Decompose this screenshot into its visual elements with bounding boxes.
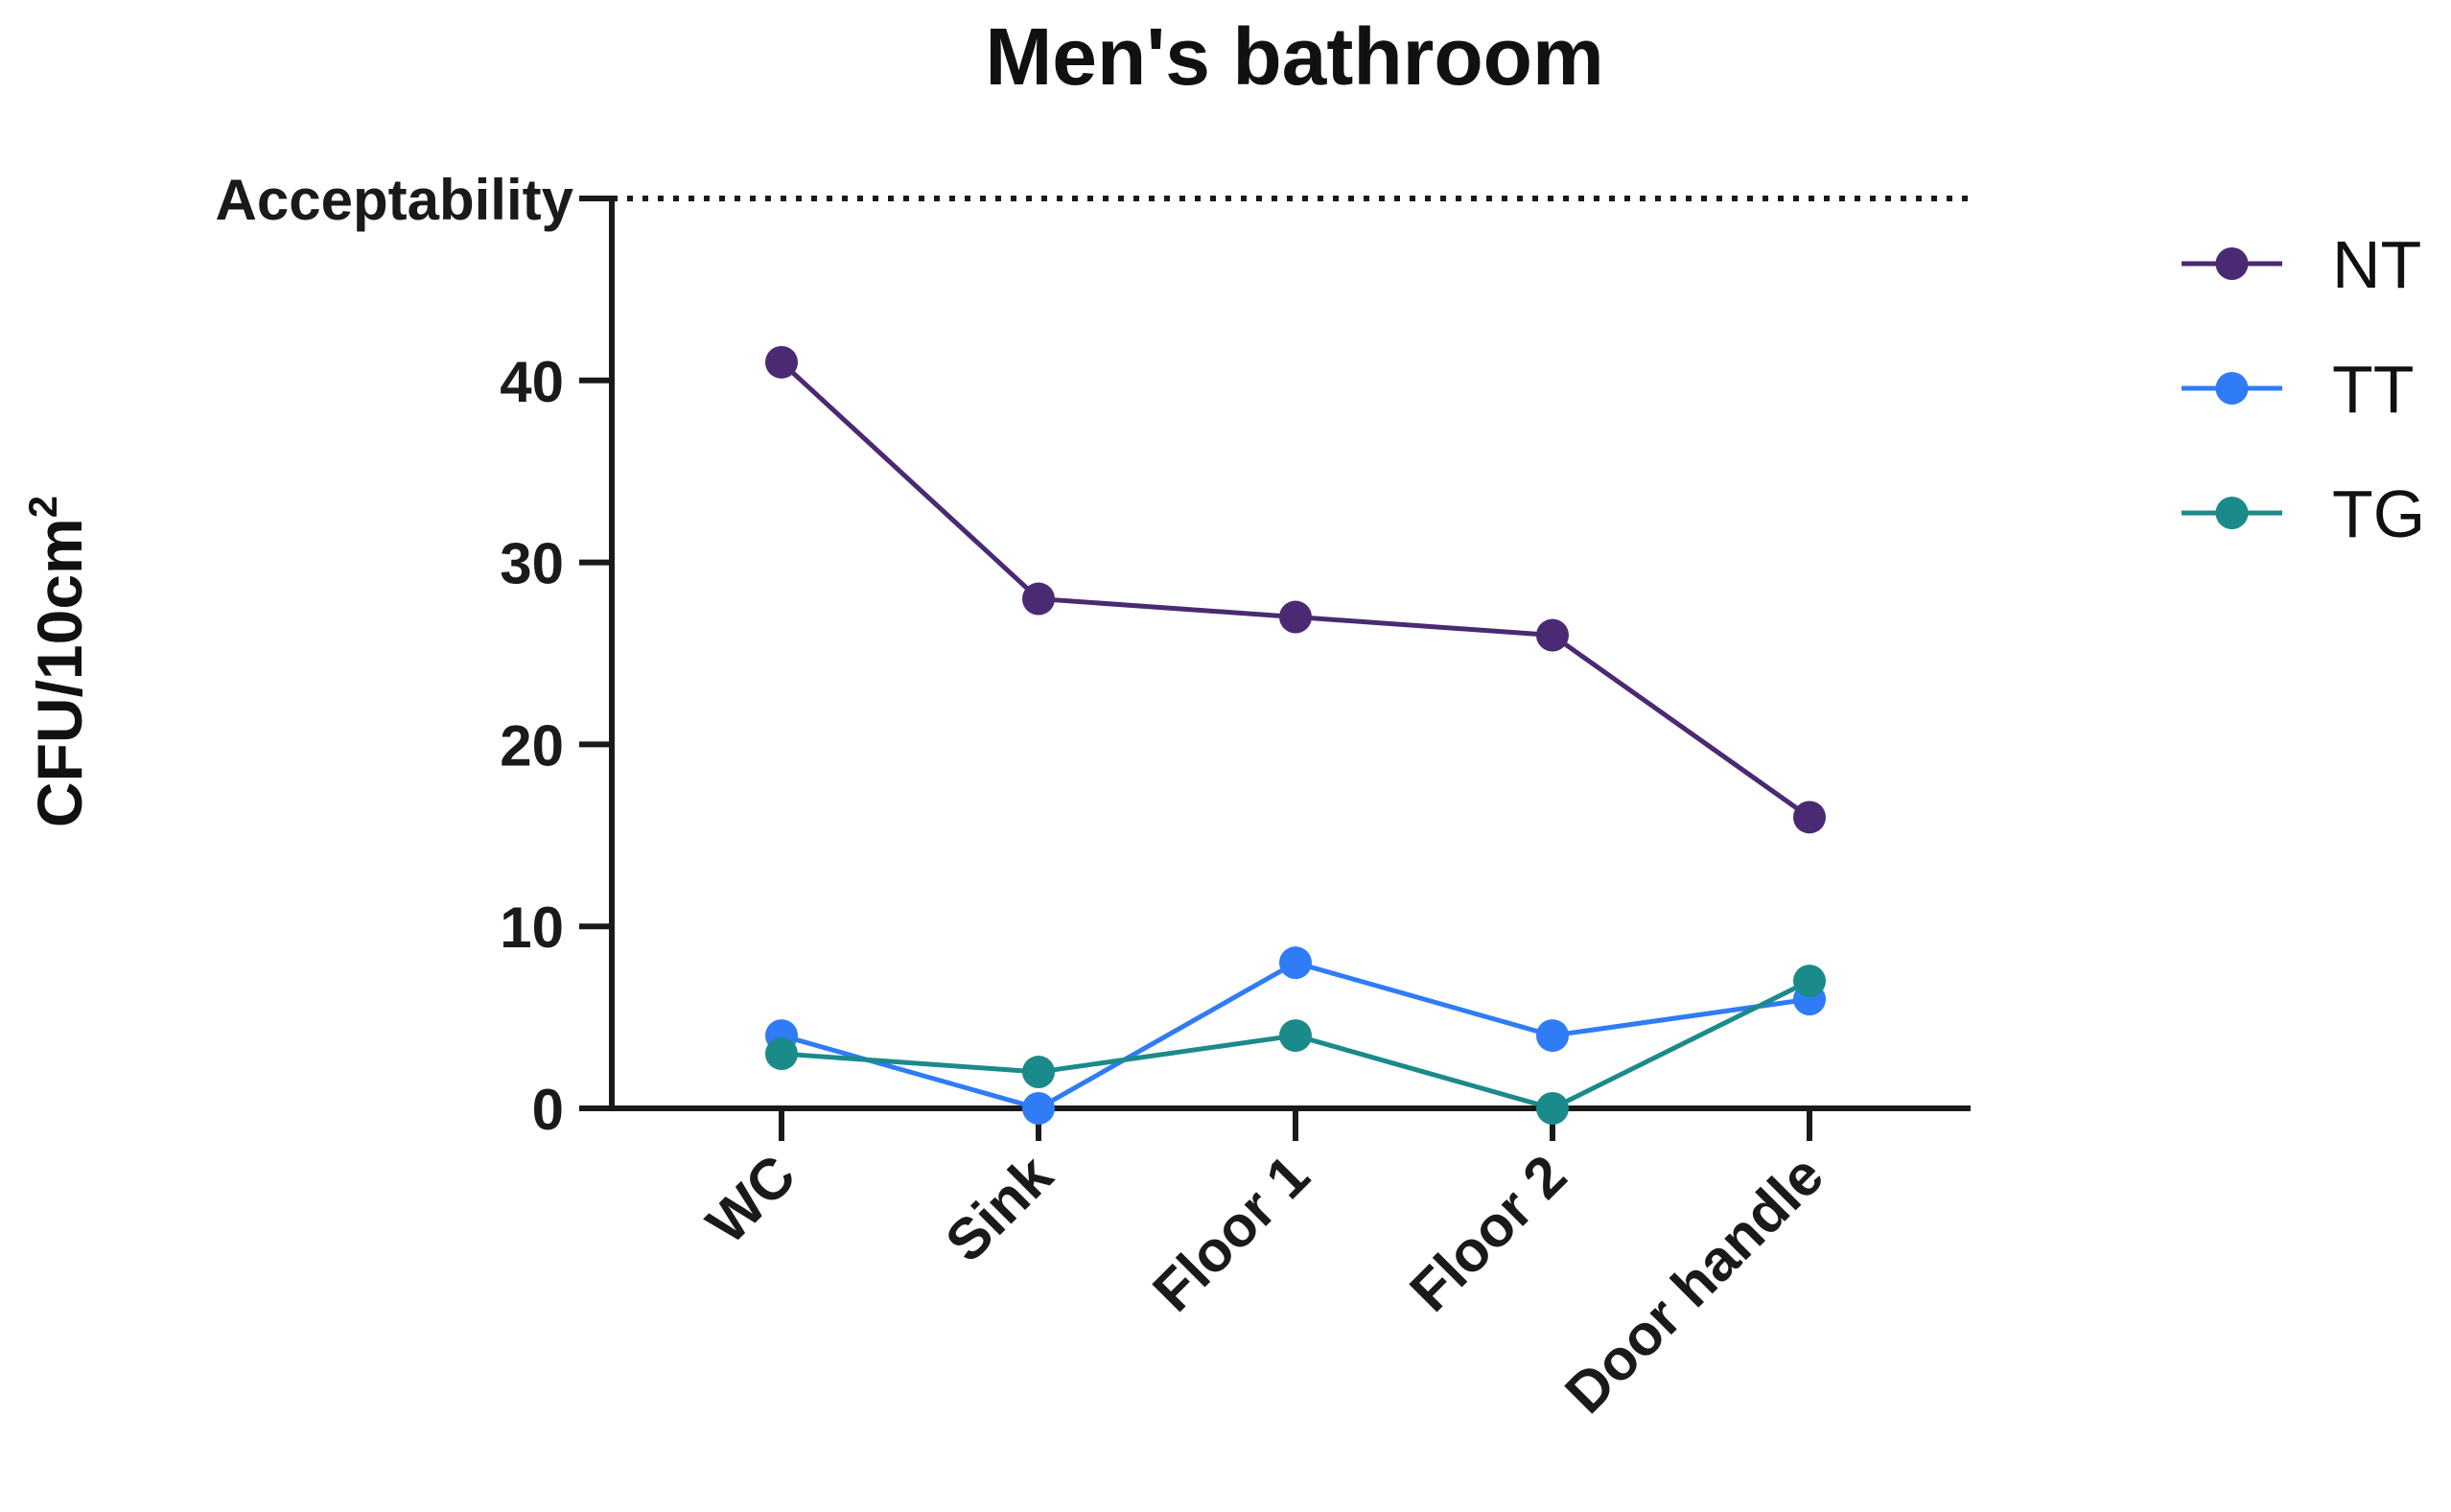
x-tick-label: Door handle [1552, 1143, 1835, 1426]
legend-label-tg: TG [2332, 477, 2425, 551]
data-point-tt [1536, 1019, 1569, 1053]
y-tick-label: 30 [500, 532, 564, 596]
data-point-nt [1022, 582, 1055, 616]
data-point-nt [1793, 801, 1826, 834]
legend-marker-tt [2215, 372, 2249, 405]
x-tick-label: WC [694, 1143, 807, 1256]
legend-label-tt: TT [2332, 352, 2415, 427]
data-point-tg [1022, 1056, 1055, 1089]
y-axis-title-text: CFU/10cm [24, 518, 95, 827]
data-point-tt [1022, 1092, 1055, 1125]
data-point-tt [1279, 946, 1312, 980]
legend-marker-nt [2215, 247, 2249, 280]
data-point-tg [765, 1037, 798, 1071]
y-tick-label: 10 [500, 896, 564, 960]
legend: NT TT TG [2182, 227, 2425, 551]
data-point-tg [1536, 1092, 1569, 1125]
x-tick-label: Floor 2 [1397, 1143, 1578, 1324]
data-point-tg [1793, 965, 1826, 998]
series-line-nt [780, 360, 1811, 820]
y-axis-title: CFU/10cm2 [20, 496, 95, 827]
x-tick-label: Sink [933, 1142, 1064, 1273]
data-point-nt [1279, 600, 1312, 634]
acceptability-label: Acceptability [216, 168, 574, 232]
chart-title: Men's bathroom [985, 12, 1603, 102]
y-tick-label: 0 [532, 1078, 564, 1142]
data-point-nt [765, 345, 798, 379]
x-tick-label: Floor 1 [1140, 1143, 1321, 1324]
y-tick-label: 20 [500, 713, 564, 778]
data-point-tg [1279, 1019, 1312, 1053]
data-point-nt [1536, 618, 1569, 652]
legend-marker-tg [2215, 497, 2249, 529]
legend-label-nt: NT [2332, 227, 2421, 302]
y-axis-title-superscript: 2 [20, 496, 65, 518]
y-tick-label: 40 [500, 350, 564, 414]
plot-area: Acceptability 0 10 20 30 40 WC Sink Floor 1 Floor… [216, 168, 1971, 1426]
